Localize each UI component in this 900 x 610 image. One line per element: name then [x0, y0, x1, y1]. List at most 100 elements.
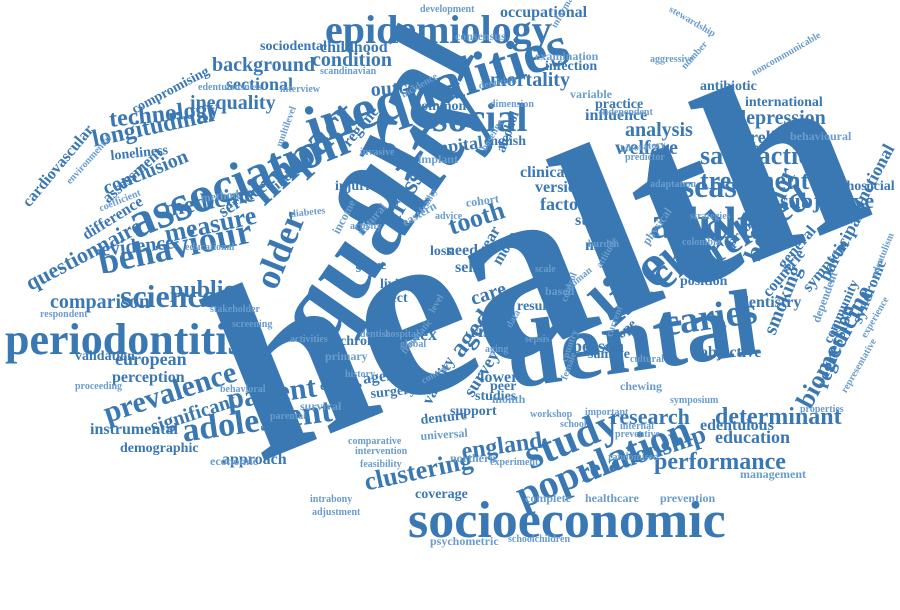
cloud-word-dentist: dentist [360, 329, 389, 340]
cloud-word-history: history [345, 369, 375, 380]
cloud-word-primary: primary [325, 349, 368, 363]
cloud-word-studies: studies [475, 389, 517, 404]
cloud-word-cultural: cultural [630, 354, 664, 365]
cloud-word-lower: lower [480, 369, 519, 386]
cloud-word-background: background [212, 54, 316, 76]
cloud-word-scale: scale [535, 264, 556, 275]
cloud-word-intrabony: intrabony [310, 494, 353, 505]
cloud-word-implant: implant [418, 152, 459, 166]
cloud-word-prevention: prevention [660, 491, 716, 505]
cloud-word-survival: survival [300, 399, 342, 413]
cloud-word-instrumental: instrumental [90, 421, 178, 438]
cloud-word-educational: educational [185, 242, 235, 253]
cloud-word-epidemiology: epidemiology [325, 7, 552, 52]
cloud-word-occupational: occupational [500, 4, 588, 21]
cloud-word-antibiotic: antibiotic [700, 79, 757, 94]
cloud-word-satisfaction: satisfaction [700, 141, 826, 170]
cloud-word-examination: examination [535, 49, 599, 63]
cloud-word-sepsis: sepsis [525, 334, 550, 345]
cloud-word-edentulous: edentulous [700, 417, 774, 434]
cloud-word-support: support [450, 404, 497, 419]
cloud-word-properties: properties [800, 404, 844, 415]
cloud-word-validation: validation [75, 349, 135, 364]
cloud-word-factor: factor [540, 194, 586, 214]
cloud-word-performance: performance [654, 449, 786, 475]
cloud-word-european: european [115, 349, 187, 369]
cloud-word-mortality: mortality [490, 69, 570, 91]
cloud-word-english: english [484, 134, 527, 149]
cloud-word-subjective: subjective [780, 188, 875, 213]
cloud-word-activity: activity [350, 221, 382, 232]
cloud-word-risk: risk [470, 321, 501, 341]
cloud-word-childhood: childhood [320, 39, 388, 56]
cloud-word-consensus: consensus [455, 29, 506, 43]
cloud-word-index: index [395, 324, 438, 344]
cloud-word-change: change [320, 379, 362, 394]
cloud-word-determinant: determinant [715, 404, 842, 430]
cloud-word-psychosocial: psychosocial [820, 179, 895, 194]
cloud-word-self: self [455, 259, 479, 276]
cloud-word-adult: adult [650, 197, 753, 248]
cloud-word-randomised: randomised [608, 452, 659, 463]
cloud-word-activities: activities [290, 334, 328, 345]
cloud-word-influence: influence [585, 107, 648, 124]
cloud-word-global: global [400, 339, 427, 350]
cloud-word-person: person [572, 336, 625, 356]
cloud-word-comparative: comparative [348, 436, 402, 447]
cloud-word-research: research [610, 404, 690, 429]
cloud-word-advice: advice [435, 211, 463, 222]
cloud-word-periodontitis: periodontitis [5, 315, 245, 364]
cloud-word-social: social [432, 95, 528, 140]
cloud-word-approach: approach [222, 451, 287, 468]
cloud-word-welfare: welfare [615, 137, 678, 159]
cloud-word-science: science [120, 278, 216, 314]
cloud-word-clinical: clinical [520, 164, 569, 181]
cloud-word-living: living [380, 277, 414, 292]
cloud-word-parental: parental [270, 411, 306, 422]
cloud-word-comparison: comparison [50, 291, 150, 313]
cloud-word-treatment: treatment [700, 166, 810, 195]
cloud-word-sectional: sectional [226, 74, 293, 94]
cloud-word-month: month [492, 392, 526, 406]
cloud-word-status: status [575, 212, 616, 229]
cloud-word-behavioural: behavioural [790, 129, 852, 143]
cloud-word-universal: universal [419, 425, 469, 443]
cloud-word-independent: independent [600, 107, 653, 118]
cloud-word-invasive: invasive [360, 147, 395, 158]
cloud-word-important: important [585, 407, 629, 418]
cloud-word-northern: northern [450, 451, 496, 465]
cloud-word-reliability: reliability [750, 127, 825, 147]
cloud-word-intervention: intervention [355, 446, 408, 457]
cloud-word-symposium: symposium [670, 395, 719, 406]
cloud-word-development: development [420, 4, 475, 15]
cloud-word-chewing: chewing [620, 379, 662, 393]
cloud-word-need: need [446, 242, 478, 259]
cloud-word-position: position [680, 274, 728, 289]
cloud-word-schoolchildren: schoolchildren [508, 534, 571, 545]
cloud-word-common: common [415, 99, 467, 114]
cloud-word-based: based [545, 284, 575, 298]
cloud-word-education: education [715, 427, 791, 447]
cloud-word-peer: peer [490, 379, 517, 394]
cloud-word-adaptation: adaptation [650, 179, 697, 190]
cloud-word-complete: complete [525, 491, 571, 505]
cloud-word-depression: depression [735, 107, 826, 129]
cloud-word-dentistry: dentistry [740, 294, 802, 311]
cloud-word-management: management [740, 467, 806, 481]
cloud-word-edentulousness: edentulousness [198, 82, 262, 93]
cloud-word-international: international [745, 95, 823, 110]
cloud-word-colombia: colombia [682, 237, 721, 248]
cloud-word-scandinavian: scandinavian [320, 66, 377, 77]
cloud-word-infection: infection [545, 59, 598, 74]
cloud-word-injuries: injuries [335, 179, 381, 194]
cloud-word-sample: sample [588, 347, 630, 362]
cloud-word-adjustment: adjustment [312, 507, 361, 518]
cloud-word-effect: effect [375, 291, 408, 306]
cloud-word-internal: internal [620, 421, 654, 432]
cloud-word-aggressive: aggressive [650, 54, 694, 65]
cloud-word-practice: practice [595, 97, 644, 112]
cloud-word-proceeding: proceeding [75, 381, 123, 392]
cloud-word-loss: loss [430, 244, 452, 259]
cloud-word-model: model [585, 237, 627, 254]
